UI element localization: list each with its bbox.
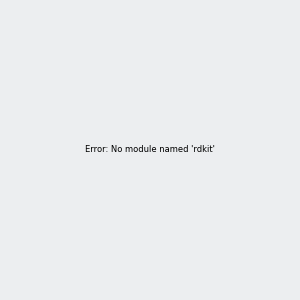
Text: Error: No module named 'rdkit': Error: No module named 'rdkit' bbox=[85, 146, 215, 154]
